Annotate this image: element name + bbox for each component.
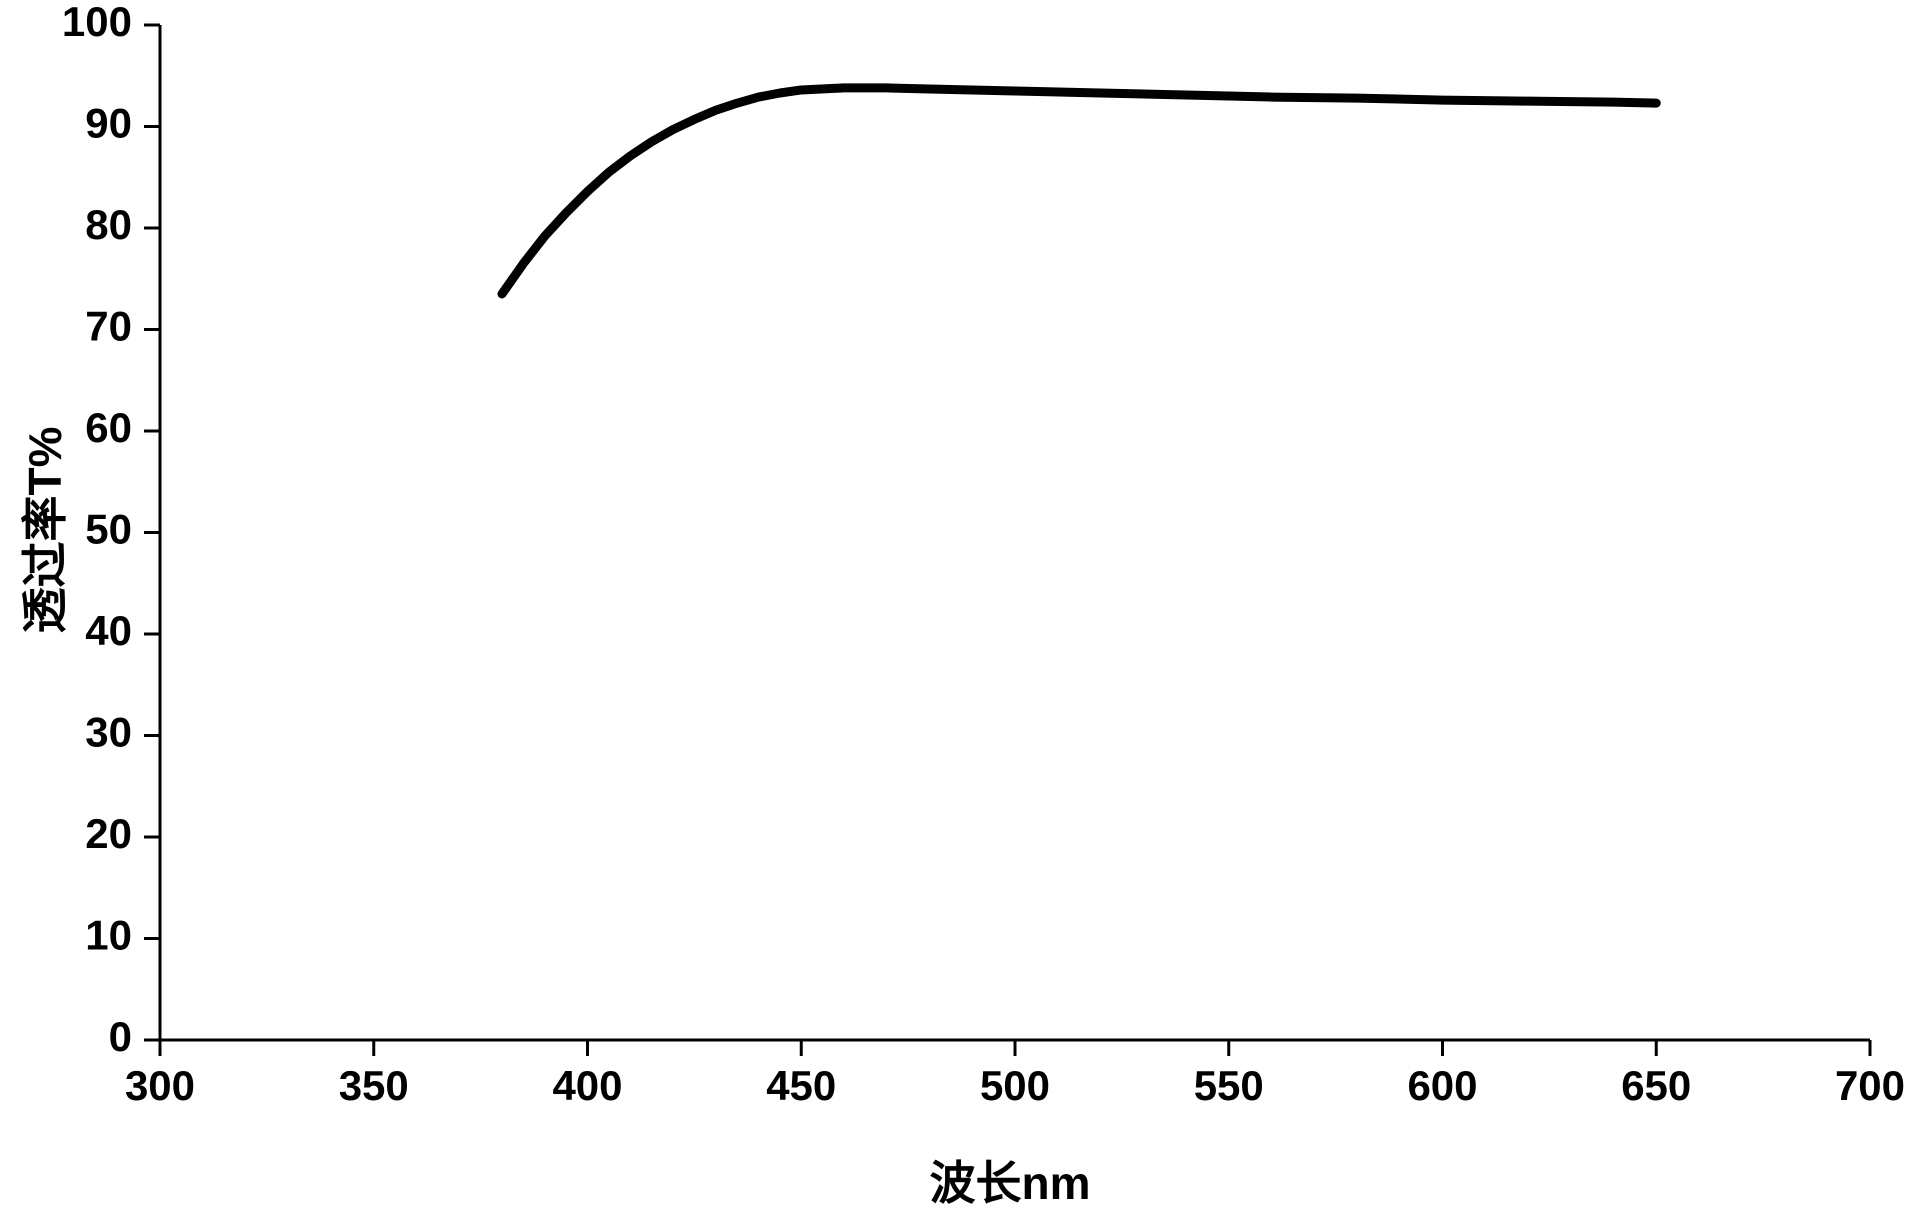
x-axis-label: 波长nm (930, 1147, 1091, 1213)
x-tick-label: 700 (1835, 1062, 1905, 1109)
x-tick-label: 550 (1194, 1062, 1264, 1109)
y-tick-label: 0 (109, 1013, 132, 1060)
x-tick-label: 600 (1407, 1062, 1477, 1109)
y-tick-label: 90 (85, 100, 132, 147)
y-tick-label: 80 (85, 201, 132, 248)
transmittance-chart: 0 10 20 30 40 50 60 70 80 90 100 300 350 400 450 500 550… (0, 0, 1911, 1216)
x-tick-label: 450 (766, 1062, 836, 1109)
chart-container: 0 10 20 30 40 50 60 70 80 90 100 300 350 400 450 500 550… (0, 0, 1911, 1216)
y-tick-label: 60 (85, 404, 132, 451)
x-tick-label: 500 (980, 1062, 1050, 1109)
y-tick-label: 100 (62, 0, 132, 45)
y-tick-label: 50 (85, 506, 132, 553)
x-tick-label: 300 (125, 1062, 195, 1109)
x-tick-label: 650 (1621, 1062, 1691, 1109)
y-tick-label: 40 (85, 607, 132, 654)
y-tick-label: 10 (85, 912, 132, 959)
x-tick-label: 400 (552, 1062, 622, 1109)
y-tick-label: 30 (85, 709, 132, 756)
y-tick-label: 70 (85, 303, 132, 350)
y-tick-label: 20 (85, 810, 132, 857)
x-tick-label: 350 (339, 1062, 409, 1109)
y-axis-label: 透过率T% (9, 427, 75, 634)
plot-background (0, 0, 1911, 1216)
